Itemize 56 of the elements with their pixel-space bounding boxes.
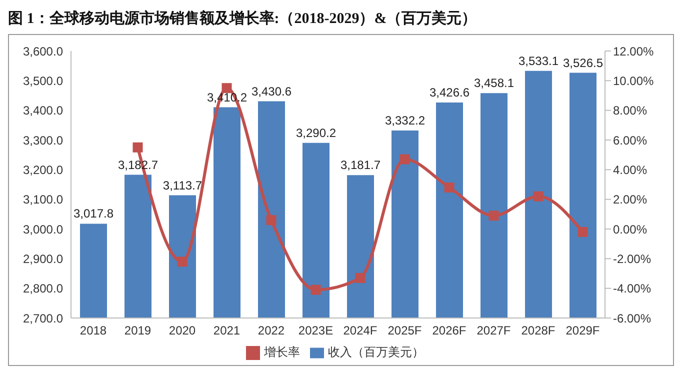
data-label: 3,113.7 (162, 178, 202, 192)
y2-tick-label: 12.00% (613, 44, 654, 58)
y-tick-label: 3,500.0 (22, 74, 64, 88)
point (533, 191, 544, 202)
point (400, 154, 410, 164)
x-tick-label: 2024F (343, 324, 378, 338)
y2-tick-label: 2.00% (613, 192, 648, 207)
y-tick-label: 3,000.0 (22, 222, 64, 236)
data-label: 3,426.6 (429, 85, 470, 100)
data-label: 3,332.2 (384, 113, 426, 128)
y-tick-label: 3,600.0 (22, 44, 64, 58)
point (355, 272, 366, 283)
data-label: 3,290.2 (296, 126, 336, 140)
point (222, 83, 232, 94)
x-tick-label: 2019 (124, 324, 152, 338)
x-tick-label: 2026F (432, 324, 466, 338)
point (177, 256, 188, 267)
y-tick-label: 3,200.0 (22, 162, 64, 177)
x-tick-label: 2018 (80, 324, 107, 338)
legend-label: 收入（百万美元） (328, 345, 424, 359)
x-tick-label: 2021 (213, 324, 240, 338)
x-tick-label: 2020 (168, 324, 196, 338)
y-tick-label: 2,900.0 (22, 252, 64, 266)
point (488, 210, 499, 221)
point (132, 142, 143, 152)
y2-tick-label: 0.00% (613, 222, 648, 236)
y2-tick-label: 6.00% (613, 133, 648, 148)
y2-tick-label: -2.00% (613, 252, 652, 266)
data-label: 3,458.1 (474, 76, 514, 90)
y-tick-label: 2,700.0 (22, 311, 64, 326)
data-label: 3,181.7 (340, 158, 381, 172)
data-label: 3,526.5 (562, 56, 604, 70)
x-tick-label: 2023E (298, 324, 334, 338)
point (310, 284, 321, 295)
y-tick-label: 3,100.0 (22, 192, 64, 207)
y-tick-label: 2,800.0 (22, 282, 64, 296)
x-tick-label: 2027F (476, 324, 511, 338)
legend-label: 增长率 (264, 345, 300, 359)
y2-tick-label: -6.00% (613, 311, 652, 326)
point (578, 226, 588, 237)
point (266, 215, 276, 226)
x-tick-label: 2025F (388, 324, 422, 338)
chart-title: 图 1：全球移动电源市场销售额及增长率:（2018-2029）&（百万美元） (8, 8, 478, 29)
y-tick-label: 3,300.0 (22, 133, 64, 148)
data-label: 3,017.8 (73, 206, 114, 221)
x-tick-label: 2028F (521, 324, 556, 338)
y2-tick-label: -4.00% (613, 282, 652, 296)
point (444, 182, 454, 192)
data-label: 3,533.1 (518, 54, 559, 68)
y2-tick-label: 4.00% (613, 162, 648, 177)
y2-tick-label: 10.00% (613, 74, 654, 88)
y2-tick-label: 8.00% (613, 104, 648, 118)
y-tick-label: 3,400.0 (22, 104, 64, 118)
data-label: 3,430.6 (251, 84, 292, 98)
x-tick-label: 2029F (566, 324, 600, 338)
x-tick-label: 2022 (258, 324, 285, 338)
